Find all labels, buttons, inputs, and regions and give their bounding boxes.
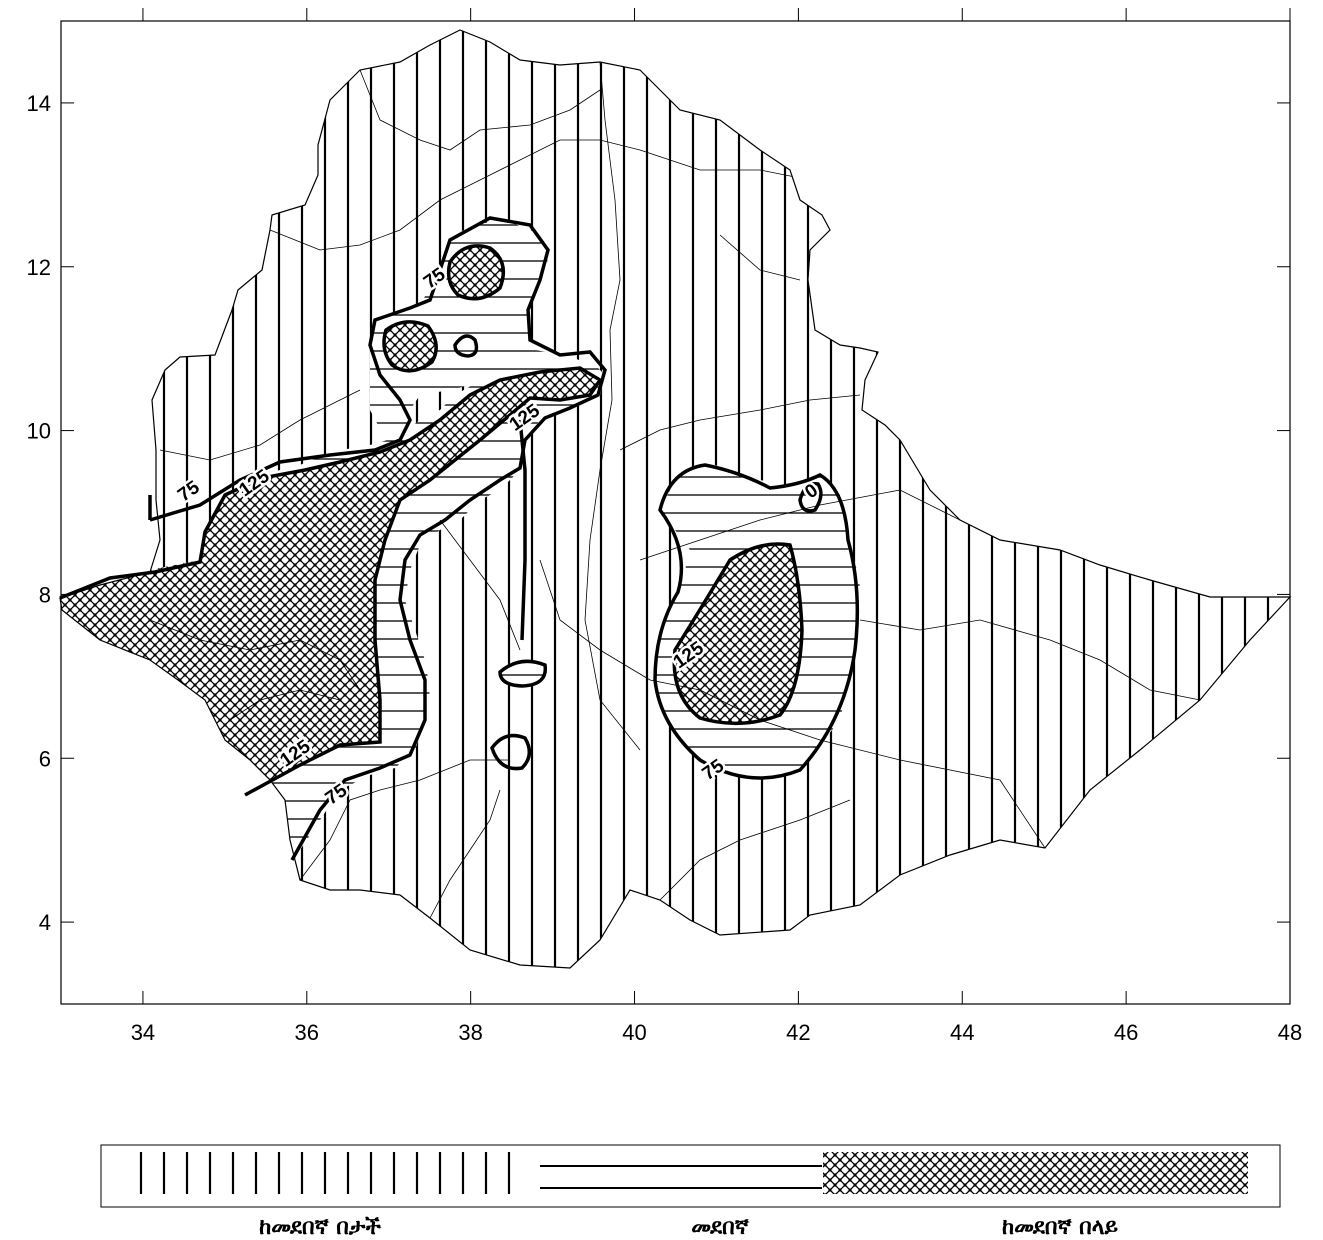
above-normal-zone-west: [60, 368, 600, 790]
y-tick-label: 10: [27, 419, 51, 444]
legend-label-below-normal: ከመደበኛ በታች: [259, 1214, 381, 1240]
admin-boundaries: [149, 61, 1201, 919]
contour-small-ellipse-2: [498, 659, 548, 688]
contour-small-ellipse-3: [490, 733, 532, 771]
contour-small-ellipse-4: [798, 482, 823, 513]
contour-small-ellipse-1: [453, 334, 479, 358]
contour-125-east: [672, 542, 804, 726]
above-normal-zone-north-b: [384, 321, 437, 371]
country-boundary: [59, 29, 1292, 969]
x-tick-label: 36: [295, 1020, 319, 1045]
contour-125-north-b: [382, 320, 438, 373]
y-tick-label: 14: [27, 91, 51, 116]
contour-75-east: [653, 463, 860, 780]
y-tick-label: 12: [27, 255, 51, 280]
axis-tick-labels: 34 36 38 40 42 44 46 48 14 12 10 8 6 4: [27, 91, 1303, 1045]
contour-north-spur: [518, 419, 527, 641]
contour-lines: [59, 216, 860, 861]
y-tick-label: 4: [39, 910, 51, 935]
legend-label-normal: መደበኛ: [691, 1214, 749, 1240]
y-tick-label: 8: [39, 582, 51, 607]
x-tick-label: 46: [1114, 1020, 1138, 1045]
contour-75-west: [149, 216, 607, 861]
normal-zone-south-ellipse: [500, 661, 546, 686]
legend-swatch-normal: [540, 1165, 822, 1189]
contour-125-north-a: [446, 244, 506, 301]
above-normal-zone-north-a: [448, 245, 504, 299]
x-tick-label: 40: [622, 1020, 646, 1045]
y-tick-label: 6: [39, 746, 51, 771]
legend-swatch-above-normal: [823, 1152, 1248, 1194]
legend-swatch-below-normal: [130, 1152, 530, 1194]
legend: ከመደበኛ በታች መደበኛ ከመደበኛ በላይ: [100, 1144, 1281, 1240]
x-tick-label: 48: [1278, 1020, 1302, 1045]
legend-label-above-normal: ከመደበኛ በላይ: [1002, 1214, 1119, 1240]
normal-zone-north: [370, 218, 590, 448]
axis-ticks: [61, 8, 1291, 1004]
x-tick-label: 44: [950, 1020, 974, 1045]
contour-125-west: [59, 366, 603, 797]
above-normal-zone-east: [674, 544, 802, 724]
x-tick-label: 34: [131, 1020, 155, 1045]
above-normal-zones: [60, 245, 802, 790]
x-tick-label: 38: [458, 1020, 482, 1045]
x-tick-label: 42: [786, 1020, 810, 1045]
